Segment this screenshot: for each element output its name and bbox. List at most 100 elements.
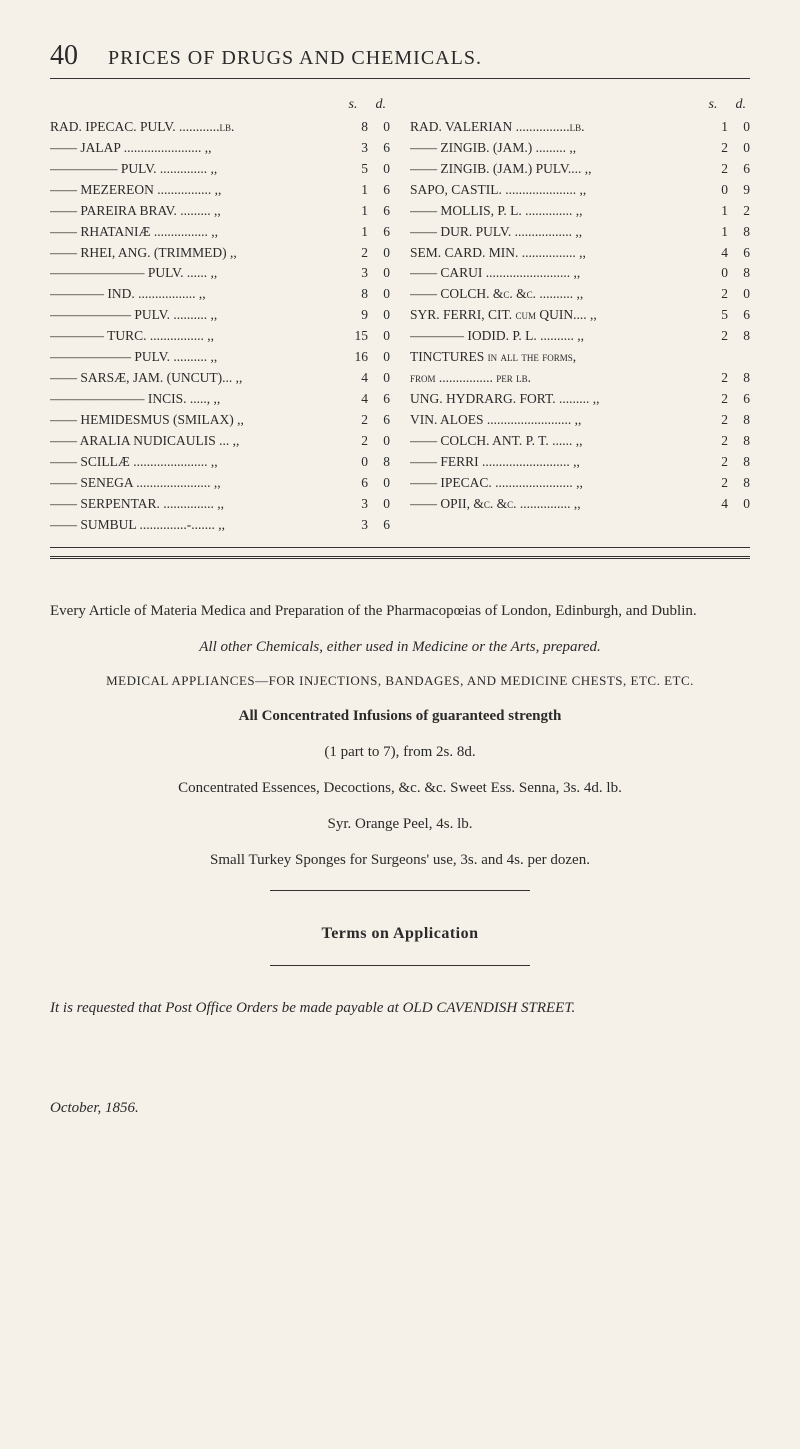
- divider: [50, 556, 750, 559]
- item-shillings: 0: [346, 452, 368, 473]
- header-d: d.: [736, 97, 747, 113]
- item-pence: 0: [368, 431, 390, 452]
- price-row: UNG. HYDRARG. FORT. ......... ,,26: [410, 389, 750, 410]
- item-name: —— MEZEREON ................ ,,: [50, 180, 346, 201]
- price-row: —— DUR. PULV. ................. ,,18: [410, 222, 750, 243]
- column-header: s. d.: [410, 97, 750, 113]
- item-name: ——————— INCIS. ....., ,,: [50, 389, 346, 410]
- price-row: —— ARALIA NUDICAULIS ... ,,20: [50, 431, 390, 452]
- item-pence: 2: [728, 201, 750, 222]
- price-row: —— MOLLIS, P. L. .............. ,,12: [410, 201, 750, 222]
- item-shillings: 8: [346, 117, 368, 138]
- item-pence: 0: [368, 243, 390, 264]
- price-row: ——————— INCIS. ....., ,,46: [50, 389, 390, 410]
- price-column-right: s. d. RAD. VALERIAN ................lb.1…: [410, 97, 750, 535]
- price-row: —————— PULV. .......... ,,90: [50, 305, 390, 326]
- item-shillings: 1: [706, 117, 728, 138]
- price-table: s. d. RAD. IPECAC. PULV. ............lb.…: [50, 97, 750, 548]
- item-pence: 0: [368, 263, 390, 284]
- item-shillings: 2: [346, 243, 368, 264]
- item-name: ———— IODID. P. L. .......... ,,: [410, 326, 706, 347]
- item-pence: 6: [728, 243, 750, 264]
- paragraph-infusions-detail: (1 part to 7), from 2s. 8d.: [50, 740, 750, 764]
- item-name: RAD. IPECAC. PULV. ............lb.: [50, 117, 346, 138]
- item-name: —— RHEI, ANG. (TRIMMED) ,,: [50, 243, 346, 264]
- item-name: —— SERPENTAR. ............... ,,: [50, 494, 346, 515]
- item-name: —— OPII, &c. &c. ............... ,,: [410, 494, 706, 515]
- paragraph-request: It is requested that Post Office Orders …: [50, 996, 750, 1020]
- item-shillings: 5: [346, 159, 368, 180]
- price-row: —— SARSÆ, JAM. (UNCUT)... ,,40: [50, 368, 390, 389]
- price-row: ——————— PULV. ...... ,,30: [50, 263, 390, 284]
- price-row: —— JALAP ....................... ,,36: [50, 138, 390, 159]
- item-shillings: 2: [706, 473, 728, 494]
- item-name: —— COLCH. ANT. P. T. ...... ,,: [410, 431, 706, 452]
- item-name: —— ZINGIB. (JAM.) ......... ,,: [410, 138, 706, 159]
- item-name: ———— IND. ................. ,,: [50, 284, 346, 305]
- item-pence: 0: [368, 347, 390, 368]
- item-pence: 0: [368, 326, 390, 347]
- item-name: —— HEMIDESMUS (SMILAX) ,,: [50, 410, 346, 431]
- item-pence: 6: [728, 159, 750, 180]
- price-row: SAPO, CASTIL. ..................... ,,09: [410, 180, 750, 201]
- item-pence: 6: [368, 138, 390, 159]
- item-pence: 8: [728, 473, 750, 494]
- item-shillings: 2: [706, 284, 728, 305]
- item-name: —— MOLLIS, P. L. .............. ,,: [410, 201, 706, 222]
- item-pence: 8: [368, 452, 390, 473]
- item-shillings: 2: [706, 326, 728, 347]
- item-shillings: 2: [706, 389, 728, 410]
- price-row: —— CARUI ......................... ,,08: [410, 263, 750, 284]
- item-pence: 0: [728, 494, 750, 515]
- paragraph-sponges: Small Turkey Sponges for Surgeons' use, …: [50, 848, 750, 872]
- header-s: s.: [709, 97, 718, 113]
- price-row: —— FERRI .......................... ,,28: [410, 452, 750, 473]
- item-pence: 0: [368, 368, 390, 389]
- item-shillings: 5: [706, 305, 728, 326]
- item-pence: 0: [728, 138, 750, 159]
- price-row: RAD. IPECAC. PULV. ............lb.80: [50, 117, 390, 138]
- item-pence: 8: [728, 368, 750, 389]
- price-row: RAD. VALERIAN ................lb.10: [410, 117, 750, 138]
- price-row: —— RHEI, ANG. (TRIMMED) ,,20: [50, 243, 390, 264]
- header-d: d.: [376, 97, 387, 113]
- paragraph-materia: Every Article of Materia Medica and Prep…: [50, 599, 750, 623]
- paragraph-infusions-heading: All Concentrated Infusions of guaranteed…: [50, 704, 750, 728]
- item-name: ———— TURC. ................ ,,: [50, 326, 346, 347]
- item-pence: 8: [728, 326, 750, 347]
- page-header: 40 PRICES OF DRUGS AND CHEMICALS.: [50, 40, 750, 79]
- item-name: —— ARALIA NUDICAULIS ... ,,: [50, 431, 346, 452]
- price-row: —— COLCH. &c. &c. .......... ,,20: [410, 284, 750, 305]
- item-pence: 6: [368, 389, 390, 410]
- item-shillings: 2: [346, 410, 368, 431]
- item-pence: 6: [368, 222, 390, 243]
- item-name: VIN. ALOES ......................... ,,: [410, 410, 706, 431]
- item-shillings: 4: [706, 243, 728, 264]
- item-pence: 8: [728, 410, 750, 431]
- paragraph-syr: Syr. Orange Peel, 4s. lb.: [50, 812, 750, 836]
- price-row: TINCTURES in all the forms,: [410, 347, 750, 368]
- item-pence: 6: [368, 180, 390, 201]
- item-shillings: 2: [706, 138, 728, 159]
- item-shillings: 1: [346, 201, 368, 222]
- item-name: —— IPECAC. ....................... ,,: [410, 473, 706, 494]
- item-shillings: 3: [346, 138, 368, 159]
- paragraph-chemicals: All other Chemicals, either used in Medi…: [50, 635, 750, 659]
- paragraph-essences: Concentrated Essences, Decoctions, &c. &…: [50, 776, 750, 800]
- price-row: —— IPECAC. ....................... ,,28: [410, 473, 750, 494]
- item-pence: 0: [368, 305, 390, 326]
- footer-date: October, 1856.: [50, 1100, 750, 1117]
- terms-heading: Terms on Application: [50, 921, 750, 947]
- item-shillings: 4: [346, 389, 368, 410]
- item-shillings: 2: [706, 452, 728, 473]
- item-shillings: 8: [346, 284, 368, 305]
- item-name: —— SCILLÆ ...................... ,,: [50, 452, 346, 473]
- page-number: 40: [50, 40, 78, 72]
- item-name: SAPO, CASTIL. ..................... ,,: [410, 180, 706, 201]
- column-header: s. d.: [50, 97, 390, 113]
- price-row: —— COLCH. ANT. P. T. ...... ,,28: [410, 431, 750, 452]
- item-pence: 0: [368, 117, 390, 138]
- price-row: —— ZINGIB. (JAM.) PULV.... ,,26: [410, 159, 750, 180]
- item-shillings: 2: [706, 410, 728, 431]
- price-row: ———— IND. ................. ,,80: [50, 284, 390, 305]
